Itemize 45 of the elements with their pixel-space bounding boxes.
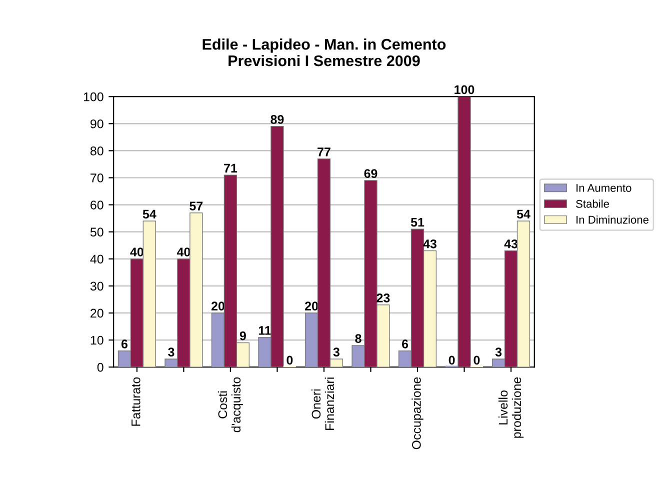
- y-tick-label: 60: [90, 200, 104, 210]
- data-label: 43: [504, 239, 518, 248]
- y-tick-label: 100: [84, 92, 104, 102]
- data-label: 100: [454, 85, 474, 94]
- data-label: 3: [168, 348, 174, 357]
- y-tick-label: 20: [90, 308, 104, 318]
- x-tick-label: Costi d'acquisto: [218, 377, 244, 432]
- data-label: 89: [270, 115, 284, 124]
- data-label: 54: [516, 210, 530, 219]
- y-tick-label: 0: [97, 362, 104, 372]
- data-label: 40: [176, 248, 190, 256]
- y-tick-label: 70: [90, 174, 104, 182]
- data-label: 6: [121, 340, 128, 348]
- y-tick-label: 10: [90, 336, 104, 345]
- chart-title: Edile - Lapideo - Man. in Cemento Previsioni I Semestre 2009: [202, 38, 446, 66]
- data-label: 69: [364, 169, 378, 178]
- y-tick-label: 90: [90, 119, 104, 128]
- y-tick-label: 50: [90, 228, 104, 236]
- y-tick-label: 40: [90, 254, 104, 264]
- legend-label: In Diminuzione: [576, 216, 649, 224]
- x-tick-label: Fatturato: [132, 377, 140, 426]
- data-label: 54: [142, 210, 156, 219]
- x-tick-label: Occupazione: [412, 377, 424, 450]
- y-tick-label: 30: [90, 282, 104, 291]
- legend-label: In Aumento: [576, 184, 632, 192]
- data-label: 9: [240, 331, 246, 340]
- data-label: 6: [402, 340, 408, 348]
- data-label: 11: [258, 326, 272, 335]
- data-label: 3: [495, 348, 502, 357]
- data-label: 0: [448, 356, 455, 365]
- data-label: 71: [224, 164, 238, 172]
- x-tick-label: Oneri Finanziari: [311, 378, 334, 430]
- data-label: 57: [190, 202, 203, 210]
- x-tick-label: Livello produzione: [498, 377, 524, 438]
- data-label: 20: [211, 302, 224, 311]
- data-label: 0: [474, 356, 480, 365]
- data-label: 77: [318, 148, 330, 156]
- data-label: 40: [130, 248, 144, 256]
- data-label: 20: [304, 302, 318, 311]
- data-label: 3: [333, 348, 340, 357]
- legend-label: Stabile: [576, 200, 609, 208]
- data-label: 51: [410, 218, 424, 227]
- data-label: 0: [286, 356, 293, 365]
- y-tick-label: 80: [90, 146, 104, 156]
- data-label: 8: [355, 334, 362, 343]
